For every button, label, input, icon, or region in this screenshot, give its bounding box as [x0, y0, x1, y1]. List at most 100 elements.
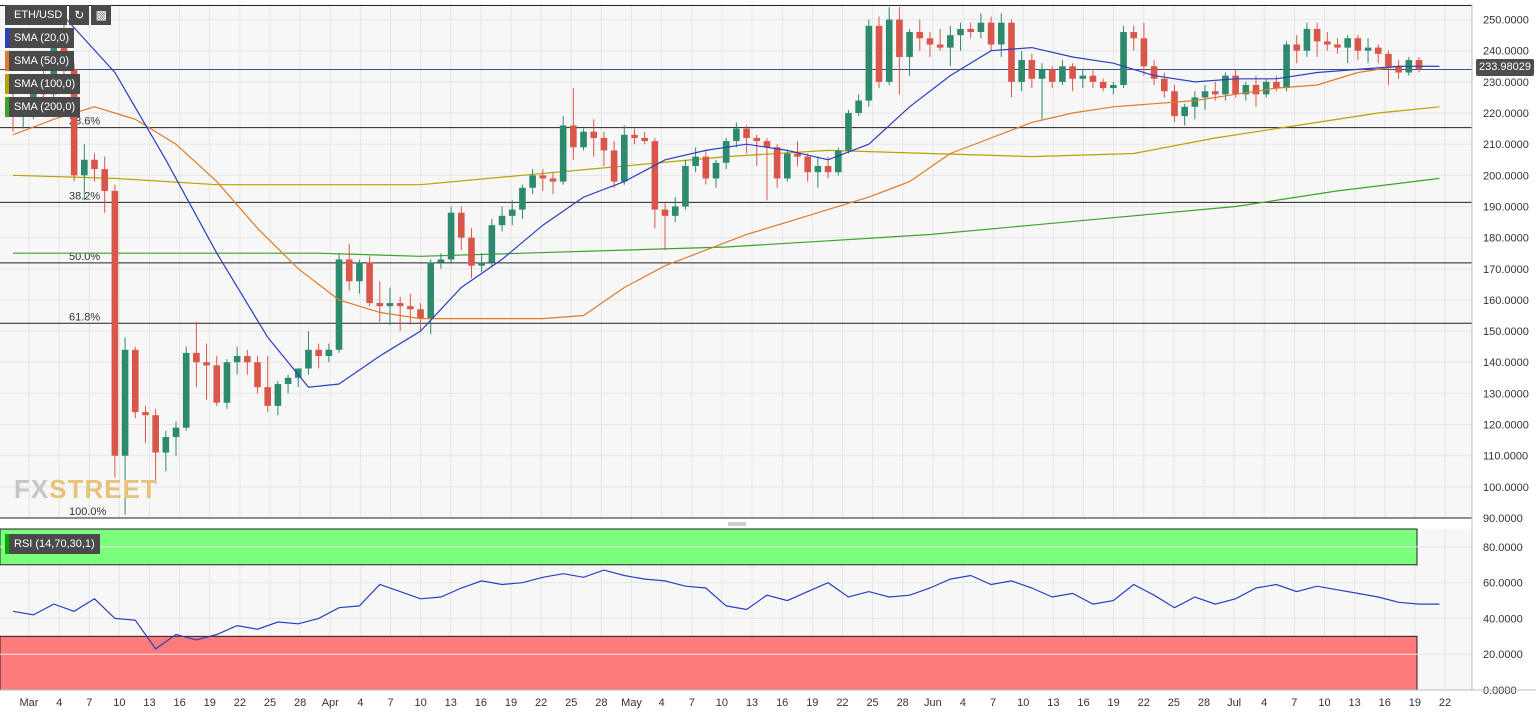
candle-body: [753, 137, 761, 142]
candle-body: [1201, 91, 1209, 98]
candle-up: [855, 94, 862, 117]
candle-body: [885, 19, 893, 82]
candle-down: [417, 303, 424, 332]
candle-down: [661, 203, 669, 251]
candle-body: [305, 349, 312, 369]
candle-down: [315, 343, 322, 369]
candle-down: [457, 206, 465, 251]
x-tick-label: 25: [866, 697, 878, 709]
candle-body: [91, 159, 98, 170]
candle-body: [1252, 84, 1260, 95]
candle-down: [600, 131, 608, 166]
symbol-label[interactable]: ETH/USD: [5, 5, 68, 25]
candle-body: [1191, 97, 1199, 107]
candle-body: [264, 387, 272, 406]
candle-down: [1293, 35, 1301, 64]
refresh-icon[interactable]: ↻: [69, 5, 90, 25]
sma-20-line: [12, 6, 1440, 388]
candle-body: [682, 165, 689, 207]
rsi-label[interactable]: RSI (14,70,30,1): [5, 534, 100, 554]
candle-body: [631, 134, 638, 138]
candle-down: [549, 172, 557, 195]
candle-down: [101, 156, 109, 213]
candle-body: [529, 175, 536, 188]
indicator-legend: ETH/USD ↻ ▩ SMA (20,0) SMA (50,0) SMA (1…: [5, 5, 112, 120]
candle-down: [794, 141, 801, 166]
price-tick-label: 240.0000: [1483, 46, 1529, 58]
candle-up: [305, 331, 312, 375]
candle-down: [987, 16, 995, 51]
candle-body: [294, 368, 302, 378]
candle-up: [325, 343, 333, 363]
price-tick-label: 130.0000: [1483, 388, 1529, 400]
candle-down: [407, 293, 414, 325]
sma-200-line: [13, 177, 1440, 257]
candle-body: [834, 150, 842, 173]
candle-body: [457, 212, 465, 238]
candle-up: [447, 206, 455, 263]
candle-down: [366, 256, 373, 307]
sma-100-label[interactable]: SMA (100,0): [5, 74, 81, 94]
price-tick-label: 250.0000: [1483, 15, 1529, 27]
candle-down: [1415, 56, 1423, 73]
x-tick-label: 10: [1017, 697, 1029, 709]
candle-body: [896, 19, 903, 57]
candle-up: [274, 380, 282, 416]
candle-body: [162, 437, 170, 453]
candle-body: [1150, 66, 1158, 79]
candle-body: [376, 303, 384, 307]
candle-body: [223, 362, 231, 403]
rsi-tick-label: 80.0000: [1483, 542, 1523, 554]
candle-body: [600, 137, 608, 151]
candle-body: [274, 384, 282, 406]
x-tick-label: 13: [1348, 697, 1360, 709]
candle-up: [947, 25, 954, 67]
price-tick-label: 180.0000: [1483, 233, 1529, 245]
candle-body: [824, 165, 832, 173]
rsi-line: [12, 569, 1440, 650]
candle-down: [590, 119, 598, 157]
candle-down: [743, 125, 750, 154]
candle-down: [539, 169, 547, 191]
candle-body: [977, 22, 985, 33]
candle-down: [967, 22, 975, 39]
candle-body: [407, 306, 414, 310]
x-tick-label: 10: [113, 697, 125, 709]
sma-20-label[interactable]: SMA (20,0): [5, 28, 75, 48]
candle-down: [610, 141, 618, 188]
price-tick-label: 170.0000: [1483, 264, 1529, 276]
candle-body: [559, 125, 567, 182]
candle-body: [81, 159, 88, 176]
rsi-tick-label: 60.0000: [1483, 578, 1523, 590]
candle-body: [356, 262, 363, 282]
candle-up: [1059, 60, 1066, 85]
candle-body: [284, 377, 292, 385]
candle-body: [967, 28, 975, 33]
sma-200-label[interactable]: SMA (200,0): [5, 97, 81, 117]
sma-50-label[interactable]: SMA (50,0): [5, 51, 75, 71]
candle-down: [91, 153, 98, 182]
price-tick-label: 230.0000: [1483, 77, 1529, 89]
candle-body: [1273, 81, 1280, 89]
candle-up: [1110, 81, 1117, 95]
candle-body: [203, 362, 210, 366]
candle-body: [396, 303, 404, 307]
candle-body: [784, 153, 791, 179]
candle-down: [1130, 25, 1138, 51]
candle-body: [722, 141, 730, 163]
price-tick-label: 90.0000: [1483, 513, 1523, 525]
candle-body: [1323, 41, 1331, 45]
candle-up: [1181, 103, 1188, 126]
rsi-tick-label: 40.0000: [1483, 613, 1523, 625]
x-tick-label: Apr: [322, 697, 339, 709]
candle-body: [620, 134, 628, 182]
candle-body: [1028, 60, 1036, 79]
bar-chart-icon[interactable]: ▩: [91, 5, 112, 25]
candle-body: [906, 32, 913, 57]
x-tick-label: 22: [836, 697, 848, 709]
candle-up: [814, 156, 822, 188]
candle-body: [1385, 53, 1392, 67]
candle-up: [834, 147, 842, 176]
x-tick-label: 22: [1439, 697, 1451, 709]
